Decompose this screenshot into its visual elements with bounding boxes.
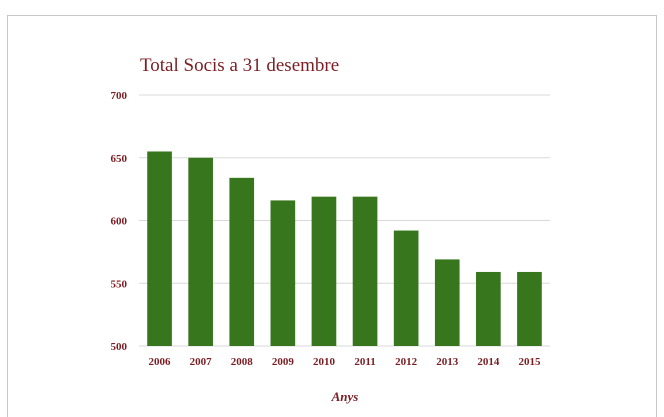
- x-tick-label: 2007: [190, 356, 213, 368]
- sheet-border: [7, 15, 657, 417]
- x-tick-label: 2006: [149, 356, 172, 368]
- y-tick-label: 500: [111, 341, 128, 353]
- y-tick-label: 700: [111, 90, 128, 102]
- x-axis-title: Anys: [331, 389, 359, 404]
- bar-2011: [352, 196, 378, 346]
- bars: [147, 151, 542, 346]
- x-axis-ticks: 2006 2007 2008 2009 2010 2011 2012 2013 2014 2015: [149, 356, 541, 368]
- x-tick-label: 2012: [395, 356, 418, 368]
- chart-title: Total Socis a 31 desembre: [140, 55, 339, 76]
- y-axis-ticks: 700 650 600 550 500: [111, 90, 128, 353]
- x-tick-label: 2011: [354, 356, 375, 368]
- x-tick-label: 2008: [231, 356, 254, 368]
- x-tick-label: 2014: [477, 356, 500, 368]
- bar-2010: [311, 196, 337, 346]
- bar-2008: [229, 177, 255, 346]
- y-tick-label: 650: [111, 153, 128, 165]
- x-tick-label: 2009: [272, 356, 295, 368]
- bar-2014: [476, 271, 501, 346]
- y-tick-label: 600: [111, 216, 128, 228]
- bar-2009: [270, 200, 296, 346]
- x-tick-label: 2010: [313, 356, 336, 368]
- x-tick-label: 2013: [436, 356, 459, 368]
- x-tick-label: 2015: [518, 356, 541, 368]
- bar-2012: [393, 230, 419, 346]
- bar-2006: [147, 151, 172, 346]
- bar-2013: [434, 259, 460, 346]
- bar-2015: [517, 271, 542, 346]
- y-tick-label: 550: [111, 278, 128, 290]
- bar-2007: [188, 157, 213, 346]
